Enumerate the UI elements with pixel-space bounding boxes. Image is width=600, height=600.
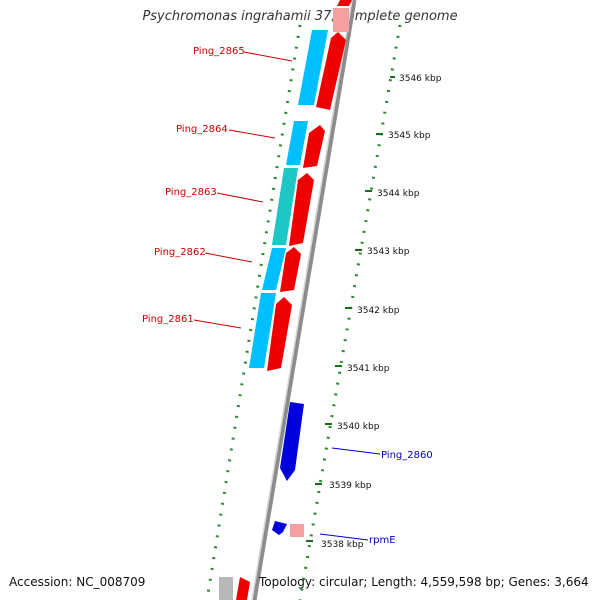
axis-label: 3544 kbp <box>377 189 420 199</box>
rna-feature-top <box>333 8 349 32</box>
cds-arrow-ping-2865 <box>316 32 346 110</box>
gene-label-ping-2864: Ping_2864 <box>176 124 228 135</box>
rna-feature <box>290 524 304 537</box>
orf-block <box>262 248 286 290</box>
gene-label-ping-2861: Ping_2861 <box>142 314 194 325</box>
orf-block <box>272 168 298 245</box>
axis-label: 3542 kbp <box>357 306 400 316</box>
leader-ping-2865 <box>243 51 293 62</box>
gene-label-ping-2863: Ping_2863 <box>165 187 217 198</box>
axis-label: 3539 kbp <box>329 481 372 491</box>
backbone-highlight <box>251 0 353 600</box>
gene-label-ping-2860: Ping_2860 <box>381 450 433 461</box>
cds-arrow-ping-2864 <box>303 125 325 168</box>
gene-label-ping-2862: Ping_2862 <box>154 247 206 258</box>
gc-inner-dots <box>205 24 302 600</box>
axis-label: 3540 kbp <box>337 422 380 432</box>
cds-arrow-ping-2863 <box>289 173 314 246</box>
axis-label: 3545 kbp <box>388 131 431 141</box>
leader-ping-2862 <box>204 252 253 263</box>
cds-arrow-ping-2861 <box>267 297 292 371</box>
leader-rpme <box>319 533 369 541</box>
leader-ping-2863 <box>216 192 264 203</box>
backbone <box>251 0 357 600</box>
gene-label-ping-2865: Ping_2865 <box>193 46 245 57</box>
axis-label: 3541 kbp <box>347 364 390 374</box>
orf-block <box>249 293 276 368</box>
accession-text: Accession: NC_008709 <box>9 575 146 589</box>
axis-label: 3538 kbp <box>321 540 364 550</box>
genome-summary-text: Topology: circular; Length: 4,559,598 bp… <box>259 575 589 589</box>
gene-label-rpme: rpmE <box>369 535 396 546</box>
cds-arrow-ping-2860 <box>280 402 304 481</box>
leader-ping-2861 <box>193 319 242 329</box>
cds-arrow-rpme <box>272 521 287 535</box>
leader-ping-2860 <box>331 447 381 455</box>
map-title: Psychromonas ingrahamii 37, complete gen… <box>142 9 458 24</box>
orf-block <box>286 121 308 165</box>
gray-feature <box>219 577 233 600</box>
axis-label: 3546 kbp <box>399 74 442 84</box>
cds-arrow-bottom <box>236 577 250 600</box>
cds-arrow-ping-2862 <box>280 247 301 292</box>
cds-arrow-top <box>337 0 352 6</box>
orf-block <box>298 30 328 105</box>
leader-ping-2864 <box>228 129 276 139</box>
axis-label: 3543 kbp <box>367 247 410 257</box>
